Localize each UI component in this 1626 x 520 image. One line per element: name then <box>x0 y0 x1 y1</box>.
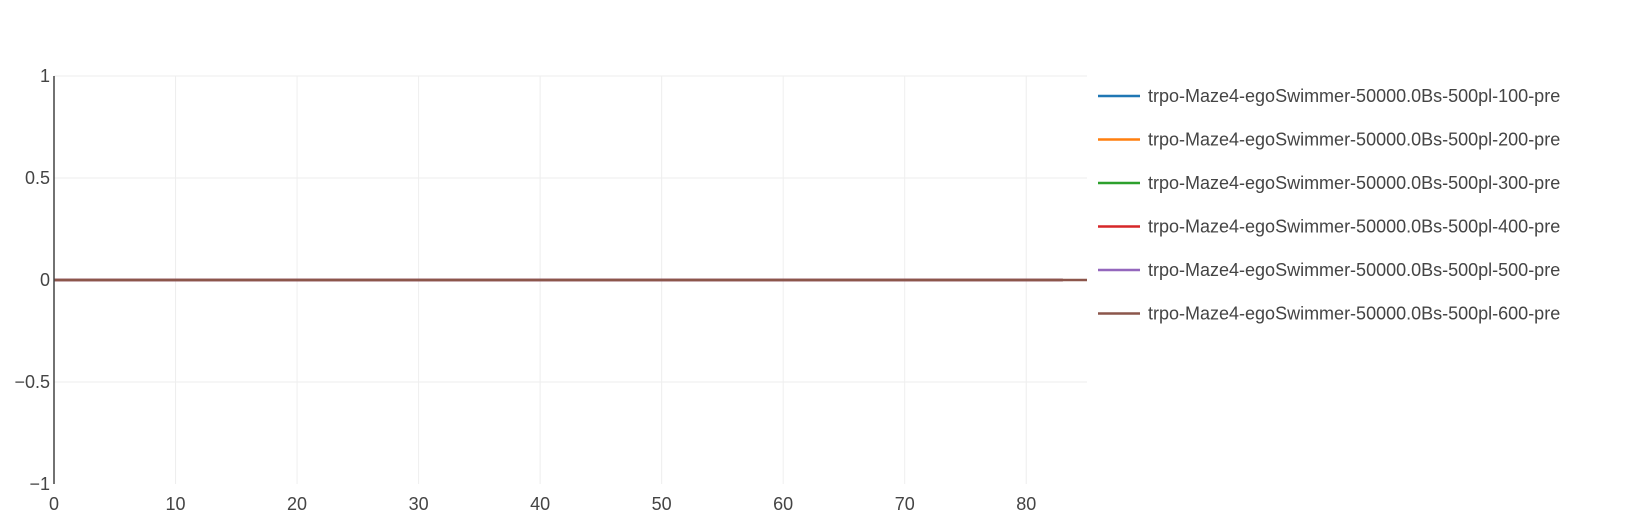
legend-label: trpo-Maze4-egoSwimmer-50000.0Bs-500pl-30… <box>1148 173 1560 193</box>
x-tick-label: 40 <box>530 494 550 514</box>
x-tick-label: 80 <box>1016 494 1036 514</box>
y-tick-label: 1 <box>40 66 50 86</box>
x-tick-label: 20 <box>287 494 307 514</box>
y-tick-label: −1 <box>29 474 50 494</box>
y-tick-label: −0.5 <box>14 372 50 392</box>
legend-item[interactable]: trpo-Maze4-egoSwimmer-50000.0Bs-500pl-10… <box>1098 86 1560 106</box>
x-tick-label: 30 <box>409 494 429 514</box>
y-tick-label: 0 <box>40 270 50 290</box>
x-tick-label: 50 <box>652 494 672 514</box>
legend-label: trpo-Maze4-egoSwimmer-50000.0Bs-500pl-10… <box>1148 86 1560 106</box>
legend-label: trpo-Maze4-egoSwimmer-50000.0Bs-500pl-40… <box>1148 217 1560 237</box>
legend-item[interactable]: trpo-Maze4-egoSwimmer-50000.0Bs-500pl-30… <box>1098 173 1560 193</box>
legend-item[interactable]: trpo-Maze4-egoSwimmer-50000.0Bs-500pl-40… <box>1098 217 1560 237</box>
x-tick-label: 0 <box>49 494 59 514</box>
legend-label: trpo-Maze4-egoSwimmer-50000.0Bs-500pl-60… <box>1148 304 1560 324</box>
x-tick-label: 70 <box>895 494 915 514</box>
legend-label: trpo-Maze4-egoSwimmer-50000.0Bs-500pl-50… <box>1148 260 1560 280</box>
axes: 0 10 20 30 40 50 60 70 80 1 0.5 0 −0.5 −1 <box>14 66 1036 514</box>
legend-item[interactable]: trpo-Maze4-egoSwimmer-50000.0Bs-500pl-50… <box>1098 260 1560 280</box>
legend-item[interactable]: trpo-Maze4-egoSwimmer-50000.0Bs-500pl-60… <box>1098 304 1560 324</box>
legend-label: trpo-Maze4-egoSwimmer-50000.0Bs-500pl-20… <box>1148 130 1560 150</box>
legend[interactable]: trpo-Maze4-egoSwimmer-50000.0Bs-500pl-10… <box>1098 86 1560 324</box>
legend-item[interactable]: trpo-Maze4-egoSwimmer-50000.0Bs-500pl-20… <box>1098 130 1560 150</box>
x-tick-label: 10 <box>166 494 186 514</box>
x-tick-label: 60 <box>773 494 793 514</box>
y-tick-label: 0.5 <box>25 168 50 188</box>
